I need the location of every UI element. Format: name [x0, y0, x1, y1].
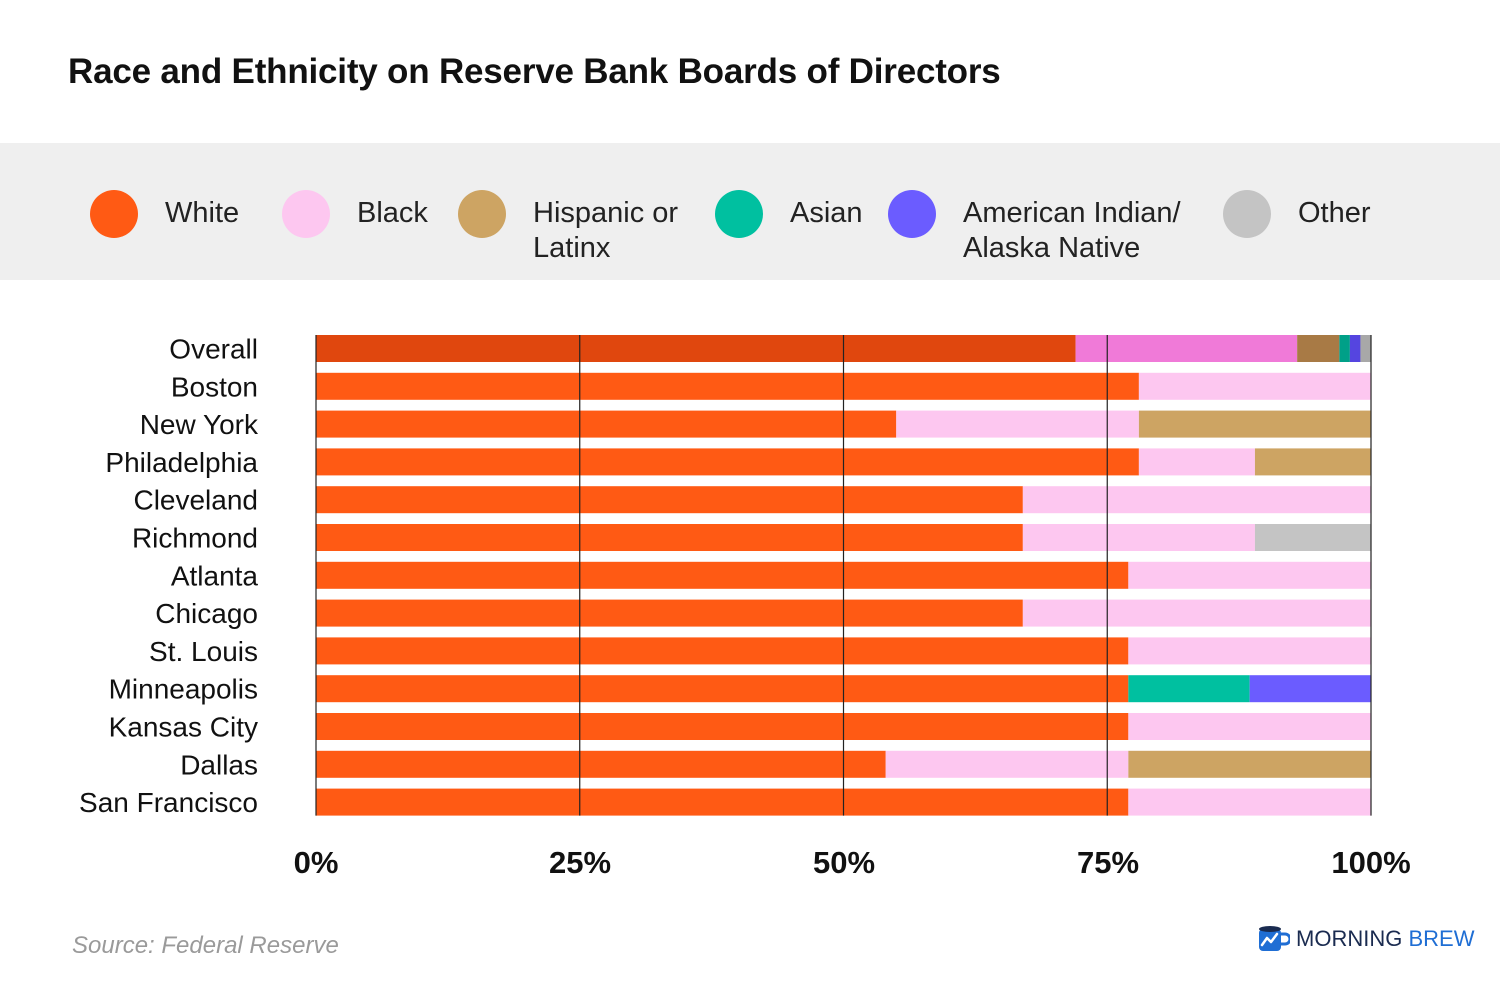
- bar-minneapolis-asian: [1128, 675, 1250, 703]
- morning-brew-logo: Morning Brew: [1256, 922, 1474, 956]
- category-label-philadelphia: Philadelphia: [105, 447, 258, 478]
- legend-swatch-asian: [715, 190, 763, 238]
- bar-cleveland-white: [316, 486, 1023, 514]
- bar-richmond-black: [1022, 524, 1255, 551]
- bar-boston-white: [316, 372, 1139, 400]
- bar-overall-asian: [1339, 335, 1350, 362]
- bar-overall-other: [1360, 335, 1371, 362]
- bar-atlanta-black: [1128, 561, 1371, 589]
- bar-new-york-white: [316, 410, 897, 438]
- category-label-richmond: Richmond: [132, 523, 258, 554]
- x-tick-label-0: 0%: [293, 845, 339, 880]
- legend-label-black: Black: [357, 197, 428, 229]
- category-label-new-york: New York: [140, 409, 259, 440]
- legend-label-asian: Asian: [790, 197, 863, 229]
- category-label-dallas: Dallas: [180, 749, 258, 780]
- x-tick-label-100: 100%: [1331, 845, 1411, 880]
- legend: White Black Hispanic or Latinx Asian Ame…: [0, 143, 1500, 280]
- bar-dallas-black: [885, 750, 1129, 778]
- legend-label-american-indian-line2: Alaska Native: [963, 232, 1141, 264]
- category-label-boston: Boston: [171, 371, 258, 402]
- legend-label-american-indian-line1: American Indian/: [963, 197, 1181, 229]
- brand-morning: Morning: [1296, 926, 1403, 951]
- legend-swatch-american-indian: [888, 190, 936, 238]
- bar-philadelphia-black: [1138, 448, 1255, 476]
- bar-kansas-city-black: [1128, 713, 1371, 740]
- bar-boston-black: [1138, 372, 1371, 400]
- category-label-minneapolis: Minneapolis: [109, 674, 258, 705]
- bar-chicago-black: [1022, 599, 1371, 627]
- bar-overall-american-indian-alaska-native: [1349, 335, 1361, 362]
- bar-new-york-hispanic-or-latinx: [1138, 410, 1371, 438]
- bar-richmond-other: [1254, 524, 1371, 551]
- legend-swatch-black: [282, 190, 330, 238]
- category-label-atlanta: Atlanta: [171, 560, 259, 591]
- bar-st-louis-white: [316, 637, 1129, 665]
- chart-title: Race and Ethnicity on Reserve Bank Board…: [68, 52, 1001, 91]
- category-label-chicago: Chicago: [155, 598, 258, 629]
- legend-swatch-hispanic: [458, 190, 506, 238]
- bar-san-francisco-white: [316, 788, 1129, 816]
- bar-overall-hispanic-or-latinx: [1297, 335, 1340, 362]
- bar-dallas-hispanic-or-latinx: [1128, 750, 1371, 778]
- category-label-san-francisco: San Francisco: [79, 787, 258, 818]
- legend-label-american-indian: American Indian/ Alaska Native: [963, 196, 1181, 266]
- bar-st-louis-black: [1128, 637, 1371, 665]
- legend-label-hispanic-line2: Latinx: [533, 232, 611, 264]
- bar-dallas-white: [316, 750, 886, 778]
- brand-brew: Brew: [1408, 926, 1475, 951]
- legend-swatch-other: [1223, 190, 1271, 238]
- bar-minneapolis-white: [316, 675, 1129, 703]
- source-note: Source: Federal Reserve: [72, 932, 339, 959]
- legend-label-white: White: [165, 197, 240, 229]
- bar-overall-white: [316, 335, 1076, 362]
- bar-philadelphia-white: [316, 448, 1139, 476]
- legend-label-hispanic: Hispanic or Latinx: [533, 196, 678, 266]
- legend-label-other: Other: [1298, 197, 1371, 229]
- bar-kansas-city-white: [316, 713, 1129, 740]
- bar-san-francisco-black: [1128, 788, 1371, 816]
- bar-new-york-black: [896, 410, 1139, 438]
- bar-minneapolis-american-indian-alaska-native: [1249, 675, 1371, 703]
- category-label-cleveland: Cleveland: [133, 485, 258, 516]
- bar-richmond-white: [316, 524, 1023, 551]
- legend-label-hispanic-line1: Hispanic or: [533, 197, 679, 229]
- mug-icon: [1259, 926, 1292, 951]
- brand-name: Morning Brew: [1296, 926, 1474, 952]
- bar-philadelphia-hispanic-or-latinx: [1254, 448, 1371, 476]
- category-label-kansas-city: Kansas City: [109, 712, 258, 743]
- bar-atlanta-white: [316, 561, 1129, 589]
- bar-chicago-white: [316, 599, 1023, 627]
- category-label-st-louis: St. Louis: [149, 636, 258, 667]
- x-tick-label-75: 75%: [1076, 845, 1140, 880]
- x-tick-label-50: 50%: [812, 845, 876, 880]
- category-label-overall: Overall: [169, 334, 258, 365]
- legend-swatch-white: [90, 190, 138, 238]
- bar-overall-black: [1075, 335, 1298, 362]
- bar-cleveland-black: [1022, 486, 1371, 514]
- x-tick-label-25: 25%: [548, 845, 612, 880]
